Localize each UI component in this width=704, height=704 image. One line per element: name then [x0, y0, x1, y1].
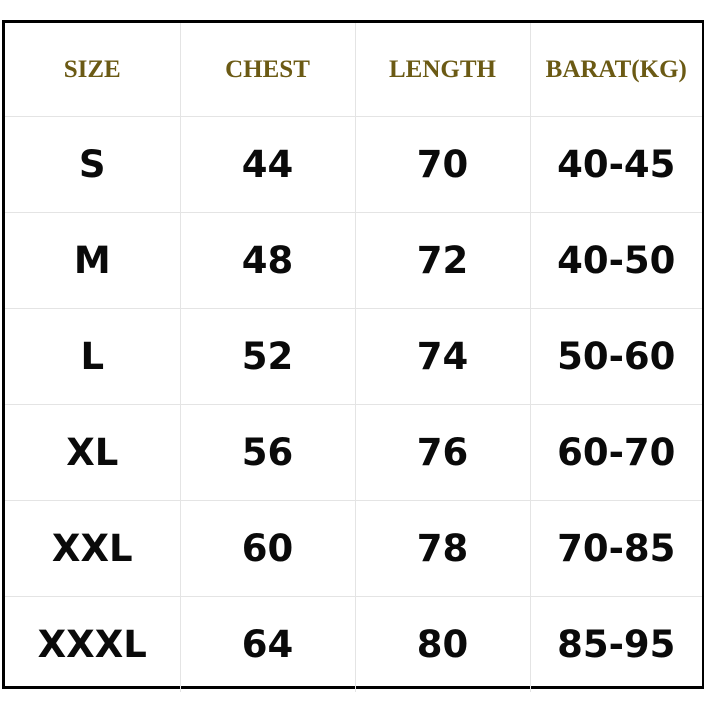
header-length: LENGTH: [354, 23, 531, 117]
table-row: S 44 70 40-45: [5, 116, 702, 213]
size-cell: L: [5, 308, 181, 405]
size-chart: SIZE CHEST LENGTH BARAT(KG) S 44 70 40-45 M 4…: [2, 20, 704, 692]
table-row: L 52 74 50-60: [5, 308, 702, 405]
chest-cell: 44: [179, 116, 356, 213]
length-cell: 72: [354, 212, 531, 309]
length-cell: 78: [354, 500, 531, 597]
header-chest: CHEST: [179, 23, 356, 117]
weight-cell: 50-60: [529, 308, 702, 405]
weight-cell: 85-95: [529, 596, 702, 692]
table-row: M 48 72 40-50: [5, 212, 702, 309]
size-cell: M: [5, 212, 181, 309]
size-cell: XXL: [5, 500, 181, 597]
length-cell: 70: [354, 116, 531, 213]
size-cell: XL: [5, 404, 181, 501]
weight-cell: 40-50: [529, 212, 702, 309]
weight-cell: 70-85: [529, 500, 702, 597]
header-row: SIZE CHEST LENGTH BARAT(KG): [5, 23, 702, 117]
header-size: SIZE: [5, 23, 181, 117]
chest-cell: 48: [179, 212, 356, 309]
table-row: XXXL 64 80 85-95: [5, 596, 702, 692]
weight-cell: 40-45: [529, 116, 702, 213]
chest-cell: 52: [179, 308, 356, 405]
chest-cell: 60: [179, 500, 356, 597]
table-row: XL 56 76 60-70: [5, 404, 702, 501]
header-weight: BARAT(KG): [529, 23, 702, 117]
length-cell: 74: [354, 308, 531, 405]
size-cell: S: [5, 116, 181, 213]
chest-cell: 56: [179, 404, 356, 501]
size-cell: XXXL: [5, 596, 181, 692]
length-cell: 80: [354, 596, 531, 692]
length-cell: 76: [354, 404, 531, 501]
weight-cell: 60-70: [529, 404, 702, 501]
size-table: SIZE CHEST LENGTH BARAT(KG) S 44 70 40-45 M 4…: [5, 23, 702, 692]
table-row: XXL 60 78 70-85: [5, 500, 702, 597]
chest-cell: 64: [179, 596, 356, 692]
